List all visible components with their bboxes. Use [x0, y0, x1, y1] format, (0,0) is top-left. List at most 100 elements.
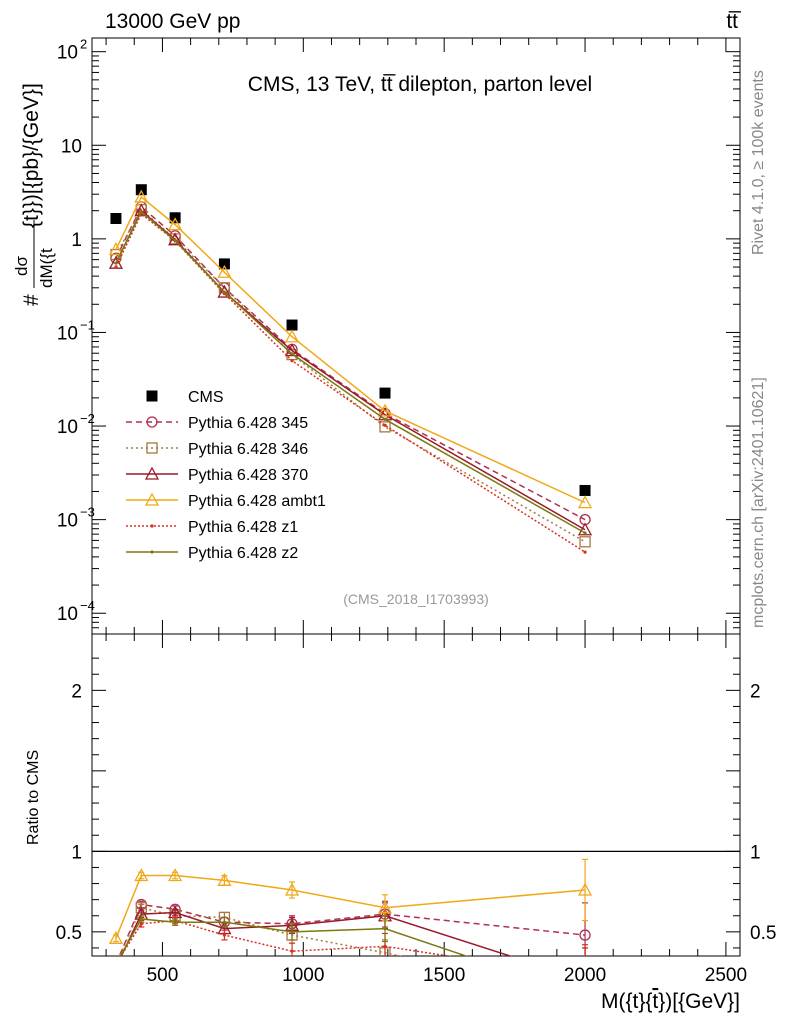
ratio-series-pythia-6-428-z2: [119, 915, 586, 998]
legend-marker: [150, 550, 154, 554]
ratio-data-point: [111, 959, 121, 969]
main-series-group: [108, 184, 593, 554]
legend-marker: [146, 442, 158, 454]
y-tick-exponent: 2: [80, 37, 87, 52]
ratio-y-tick-label: 2: [71, 681, 82, 702]
data-point: [168, 217, 183, 231]
data-point: [218, 258, 230, 270]
ratio-data-point: [383, 944, 387, 948]
process-label: tt̅: [726, 10, 742, 33]
ratio-data-point: [111, 959, 121, 969]
main-y-axis-label: # dσ dM({t {t}})[{pb}/{GeV}]: [12, 83, 56, 306]
ratio-y-tick-label-right: 1: [750, 842, 761, 863]
series-line: [115, 210, 586, 534]
ratio-axis-ticks: 2 2 1 1 0.5 0.5 500 1000 1500 2000 2500: [56, 634, 776, 986]
ratio-data-point: [579, 929, 591, 941]
ratio-panel: 2 2 1 1 0.5 0.5 500 1000 1500 2000 2500 Ratio to C…: [25, 633, 776, 1013]
ratio-y-tick-label-right: 0.5: [750, 923, 776, 944]
ratio-data-point: [139, 917, 143, 921]
legend-marker: [146, 390, 158, 402]
y-tick-label: 10: [57, 417, 78, 438]
data-point: [108, 242, 124, 256]
legend-entry: CMS: [146, 389, 224, 406]
data-point: [139, 210, 143, 214]
ratio-x-tick-label: 500: [147, 965, 179, 986]
y-tick-exponent: −3: [80, 505, 95, 520]
y-tick-label: 10: [57, 43, 78, 64]
data-point: [134, 189, 149, 203]
legend-label: CMS: [188, 389, 224, 406]
data-point: [383, 417, 387, 421]
ratio-series-line: [120, 919, 454, 956]
ratio-data-point: [222, 920, 227, 924]
series-pythia-6-428-z2: [114, 210, 587, 535]
ratio-x-tick-label: 2500: [705, 965, 747, 986]
series-line: [115, 208, 586, 543]
y-label-numerator: dσ: [12, 256, 31, 276]
ratio-series-pythia-6-428-ambt1: [108, 858, 593, 944]
legend-marker: [146, 416, 158, 428]
legend-entry: Pythia 6.428 ambt1: [126, 492, 326, 510]
ratio-series-pythia-6-428-370: [110, 902, 589, 972]
legend-entry: Pythia 6.428 345: [126, 415, 308, 432]
y-label-denominator: dM({t: [37, 248, 56, 288]
data-point: [379, 387, 391, 399]
ratio-series-pythia-6-428-z1: [120, 916, 589, 956]
legend-marker: [144, 492, 160, 506]
y-tick-label: 1: [71, 230, 82, 251]
ratio-x-tick-label: 1000: [282, 965, 324, 986]
data-point: [114, 261, 118, 265]
legend-label: Pythia 6.428 z1: [188, 519, 298, 536]
x-label-tail-part: })[{GeV}]: [658, 990, 740, 1013]
series-pythia-6-428-370: [108, 203, 593, 536]
ratio-y-tick-label: 0.5: [56, 923, 82, 944]
ratio-y-axis-label: Ratio to CMS: [25, 750, 42, 845]
data-point: [290, 359, 294, 363]
legend-entry: Pythia 6.428 z1: [126, 519, 298, 536]
series-pythia-6-428-345: [110, 201, 591, 526]
legend-entry: Pythia 6.428 346: [126, 441, 308, 458]
ratio-series-group: [108, 858, 593, 998]
series-line: [115, 205, 586, 521]
data-point: [577, 495, 593, 509]
ratio-data-point: [583, 995, 586, 998]
ratio-data-point: [222, 933, 227, 937]
series-line: [115, 195, 586, 504]
ratio-series-line: [115, 874, 586, 939]
y-tick-exponent: −4: [80, 598, 95, 613]
x-label-main-part: M({t}{: [601, 990, 652, 1013]
x-label-main: M({t}{t})[{GeV}]: [601, 990, 740, 1013]
y-label-tail: {t}})[{pb}/{GeV}]: [20, 83, 43, 228]
data-point: [377, 403, 393, 417]
ratio-data-point: [377, 900, 393, 914]
series-pythia-6-428-ambt1: [108, 189, 593, 509]
ratio-data-point: [110, 961, 122, 972]
data-point: [579, 536, 591, 548]
data-point: [173, 238, 177, 243]
ratio-series-line: [118, 903, 586, 956]
ratio-data-point: [173, 920, 177, 924]
legend-entry: Pythia 6.428 370: [126, 466, 308, 484]
legend: CMS Pythia 6.428 345 Pythia 6.428 346 Pythi…: [126, 389, 326, 562]
legend-entry: Pythia 6.428 z2: [126, 545, 298, 562]
rivet-version-label: Rivet 4.1.0, ≥ 100k events: [750, 70, 767, 255]
data-point: [577, 522, 593, 536]
data-point: [284, 329, 300, 343]
ratio-data-point: [383, 927, 387, 931]
ratio-data-point: [108, 930, 124, 944]
data-point: [114, 265, 118, 269]
ratio-data-point: [290, 949, 294, 953]
ratio-data-point: [577, 882, 593, 896]
legend-label: Pythia 6.428 370: [188, 467, 308, 484]
legend-label: Pythia 6.428 345: [188, 415, 308, 432]
ratio-series-line: [119, 918, 469, 956]
y-tick-label: 10: [57, 604, 78, 625]
collision-energy-label: 13000 GeV pp: [105, 10, 240, 33]
legend-label: Pythia 6.428 z2: [188, 545, 298, 562]
data-point: [217, 284, 232, 298]
x-label-bar-part: t: [652, 990, 658, 1013]
y-tick-label: 10: [57, 323, 78, 344]
